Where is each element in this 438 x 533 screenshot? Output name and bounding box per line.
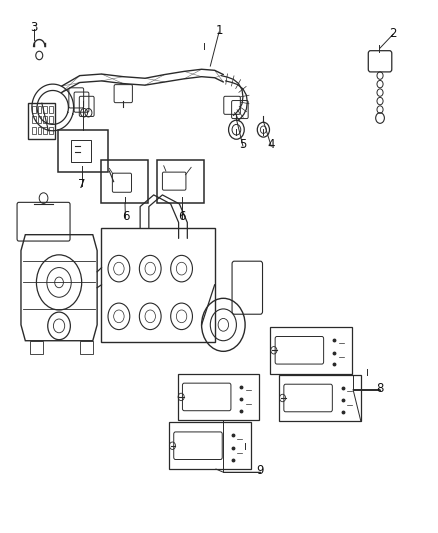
Bar [270,327,352,374]
Bar [32,116,36,123]
Bar [178,374,259,420]
Bar [32,127,36,134]
Bar [49,116,53,123]
Bar [279,375,361,421]
Bar [49,106,53,113]
Bar [43,106,47,113]
Text: 4: 4 [268,138,275,151]
Text: 7: 7 [78,178,86,191]
Text: 6: 6 [178,209,186,223]
Bar [169,422,251,469]
Bar [28,103,55,139]
Bar [30,341,43,354]
Text: 3: 3 [30,21,38,35]
Text: 9: 9 [257,464,264,477]
Bar [38,127,42,134]
Text: 6: 6 [122,209,129,223]
Text: 8: 8 [376,382,384,395]
Bar [32,106,36,113]
Bar [80,341,93,354]
Bar [38,116,42,123]
Bar [43,127,47,134]
Text: 5: 5 [239,138,247,151]
Bar [58,130,108,172]
Bar [38,106,42,113]
Bar [102,160,148,203]
Bar [157,160,204,203]
Text: 2: 2 [389,27,397,39]
Bar [49,127,53,134]
Text: 1: 1 [215,24,223,37]
Bar [71,140,91,161]
Bar [102,228,215,342]
Bar [43,116,47,123]
